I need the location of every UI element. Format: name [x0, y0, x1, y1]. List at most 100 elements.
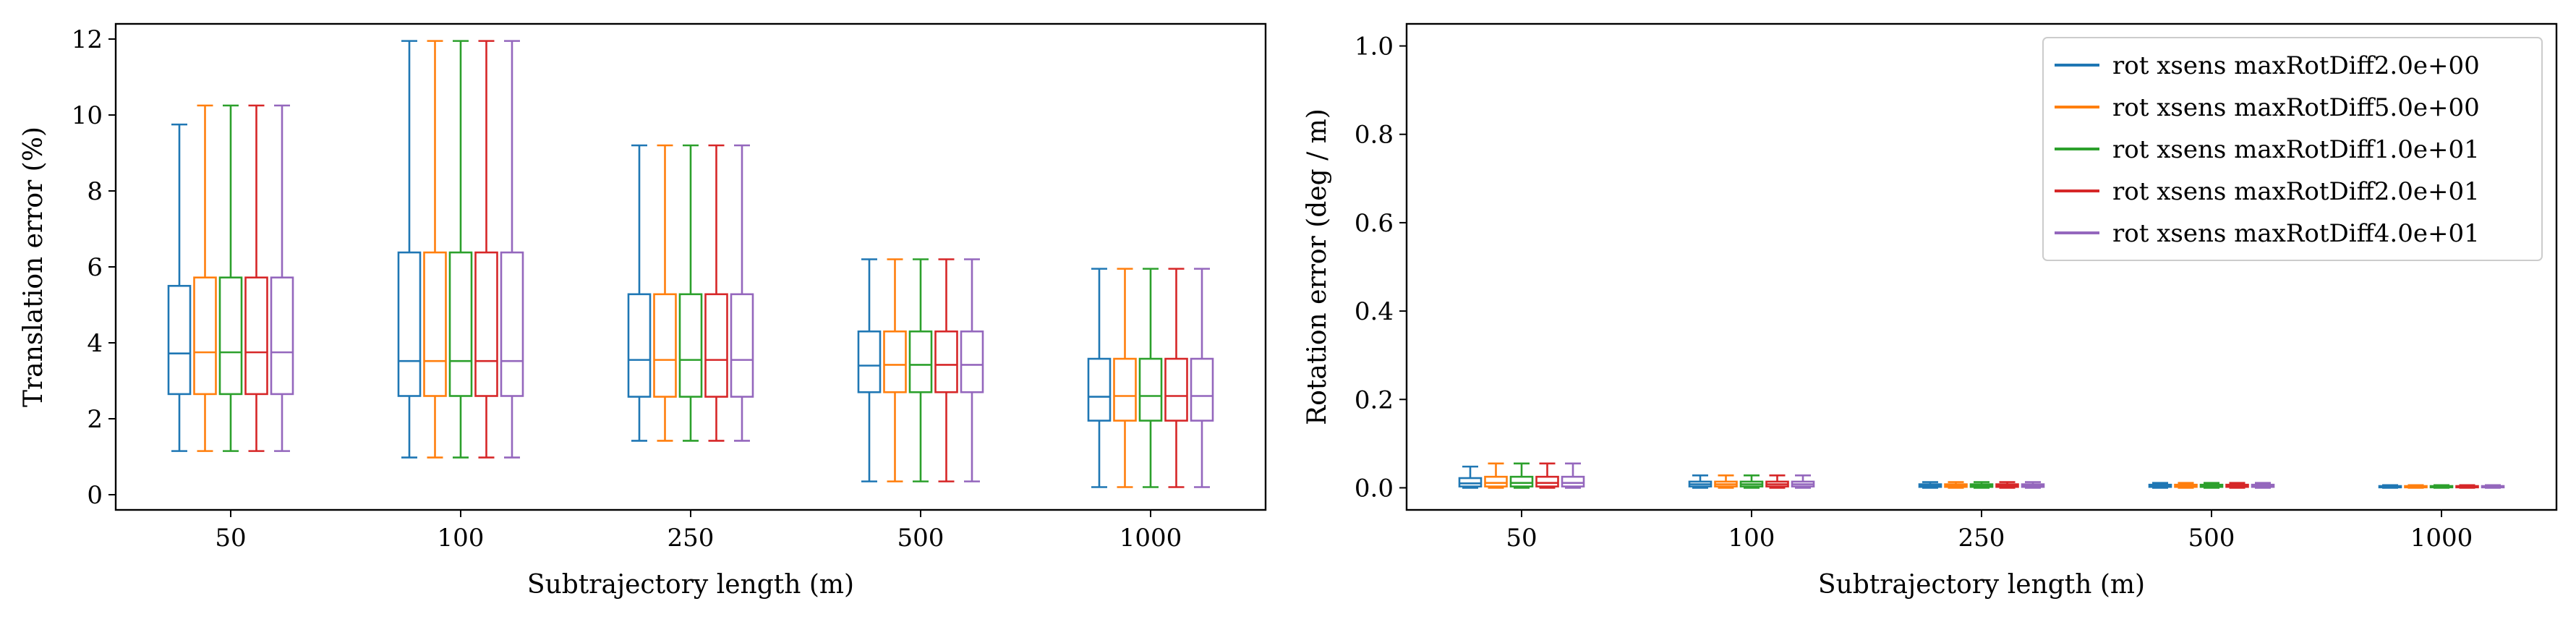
rotation-box-series4-250: [1995, 481, 2019, 489]
translation-box-series4-500: [934, 258, 958, 482]
rotation-box-series1-50: [1458, 465, 1483, 489]
box-body: [1509, 475, 1534, 487]
box-body: [193, 276, 217, 396]
rotation-xticks: 50 100 250 500 1000: [1506, 510, 2473, 553]
translation-box-series2-100: [423, 40, 447, 459]
rotation-x-axis-label: Subtrajectory length (m): [1818, 570, 2145, 600]
translation-box-series1-100: [397, 40, 422, 459]
rotation-box-series4-500: [2225, 482, 2249, 489]
rotation-box-series2-100: [1714, 474, 1738, 489]
translation-xtick-label: 50: [215, 524, 246, 553]
rotation-box-series3-100: [1739, 474, 1764, 489]
rotation-box-series4-50: [1535, 462, 1559, 489]
box-body: [500, 251, 524, 397]
translation-box-series1-500: [857, 258, 882, 482]
translation-ytick-label: 4: [87, 329, 103, 358]
rotation-box-series1-500: [2148, 482, 2172, 489]
translation-xtick-label: 500: [897, 524, 944, 553]
translation-x-axis-label: Subtrajectory length (m): [527, 570, 854, 600]
box-body: [244, 276, 268, 396]
box-body: [730, 293, 754, 398]
rotation-box-series1-1000: [2378, 484, 2402, 489]
rotation-box-series2-250: [1944, 481, 1968, 489]
rotation-box-series3-250: [1969, 481, 1994, 489]
box-body: [960, 330, 984, 393]
rotation-xtick-label: 500: [2188, 524, 2235, 553]
box-body: [1535, 475, 1559, 487]
box-body: [934, 330, 958, 393]
legend-frame: [2042, 37, 2543, 261]
translation-xtick-label: 250: [668, 524, 715, 553]
translation-box-series3-1000: [1138, 268, 1163, 488]
translation-xticks: 50 100 250 500 1000: [215, 510, 1182, 553]
translation-box-series3-50: [218, 104, 243, 452]
box-body: [1113, 357, 1137, 422]
legend: rot xsens maxRotDiff2.0e+00 rot xsens max…: [2042, 37, 2543, 261]
translation-xtick-label: 100: [438, 524, 485, 553]
rotation-box-series5-50: [1561, 462, 1585, 489]
box-body: [397, 251, 422, 397]
rotation-xtick-label: 250: [1958, 524, 2005, 553]
rotation-box-series4-1000: [2455, 484, 2479, 489]
rotation-box-series3-50: [1509, 462, 1534, 489]
legend-entry-label: rot xsens maxRotDiff5.0e+00: [2112, 93, 2480, 122]
translation-xtick-label: 1000: [1119, 524, 1182, 553]
box-body: [218, 276, 243, 396]
rotation-yticks: 0.0 0.2 0.4 0.6 0.8 1.0: [1355, 33, 1407, 503]
legend-entry-label: rot xsens maxRotDiff2.0e+01: [2112, 177, 2480, 206]
rotation-box-series3-1000: [2429, 484, 2454, 489]
translation-box-series5-250: [730, 144, 754, 442]
rotation-xtick-label: 100: [1728, 524, 1775, 553]
rotation-box-series1-250: [1918, 481, 1942, 489]
box-body: [678, 293, 703, 398]
rotation-xtick-label: 50: [1506, 524, 1537, 553]
translation-boxes: [167, 40, 1214, 488]
rotation-ytick-label: 1.0: [1355, 33, 1394, 61]
translation-ytick-label: 10: [72, 101, 103, 130]
translation-box-series5-50: [270, 104, 294, 452]
box-body: [1190, 357, 1214, 422]
box-body: [883, 330, 907, 393]
rotation-boxes: [1458, 462, 2505, 489]
translation-box-series2-250: [653, 144, 677, 442]
translation-box-series4-250: [704, 144, 728, 442]
translation-ytick-label: 2: [87, 405, 103, 434]
chart-translation-error: 0 2 4 6 8 10 12 50 100 250 500 1000 Subtrajectory …: [19, 22, 1267, 600]
box-body: [653, 293, 677, 398]
translation-box-series1-1000: [1087, 268, 1112, 488]
rotation-plot-frame: [1405, 22, 2558, 511]
rotation-ytick-label: 0.0: [1355, 474, 1394, 503]
translation-box-series4-1000: [1164, 268, 1188, 488]
rotation-box-series2-50: [1484, 462, 1508, 489]
rotation-ytick-label: 0.4: [1355, 297, 1394, 326]
legend-entry-label: rot xsens maxRotDiff1.0e+01: [2112, 135, 2480, 164]
translation-box-series2-500: [883, 258, 907, 482]
rotation-box-series2-1000: [2404, 484, 2428, 489]
translation-ytick-label: 6: [87, 253, 103, 282]
box-body: [857, 330, 882, 393]
box-body: [448, 251, 473, 397]
box-body: [474, 251, 498, 397]
box-body: [908, 330, 933, 393]
translation-yticks: 0 2 4 6 8 10 12: [72, 25, 116, 510]
translation-box-series2-50: [193, 104, 217, 452]
box-body: [167, 284, 192, 396]
rotation-xtick-label: 1000: [2410, 524, 2473, 553]
chart-rotation-error: 0.0 0.2 0.4 0.6 0.8 1.0 50 100 250 500 1000 Subtr…: [1302, 22, 2558, 600]
translation-ytick-label: 0: [87, 481, 103, 510]
translation-box-series4-100: [474, 40, 498, 459]
box-body: [1561, 475, 1585, 487]
box-body: [1138, 357, 1163, 422]
translation-box-series5-1000: [1190, 268, 1214, 488]
box-body: [627, 293, 652, 398]
rotation-box-series4-100: [1765, 474, 1789, 489]
rotation-box-series3-500: [2199, 482, 2224, 489]
rotation-box-series2-500: [2174, 482, 2198, 489]
box-body: [1087, 357, 1112, 422]
translation-ytick-label: 12: [72, 25, 103, 54]
box-body: [423, 251, 447, 397]
box-body: [1484, 475, 1508, 487]
box-body: [704, 293, 728, 398]
translation-box-series3-100: [448, 40, 473, 459]
